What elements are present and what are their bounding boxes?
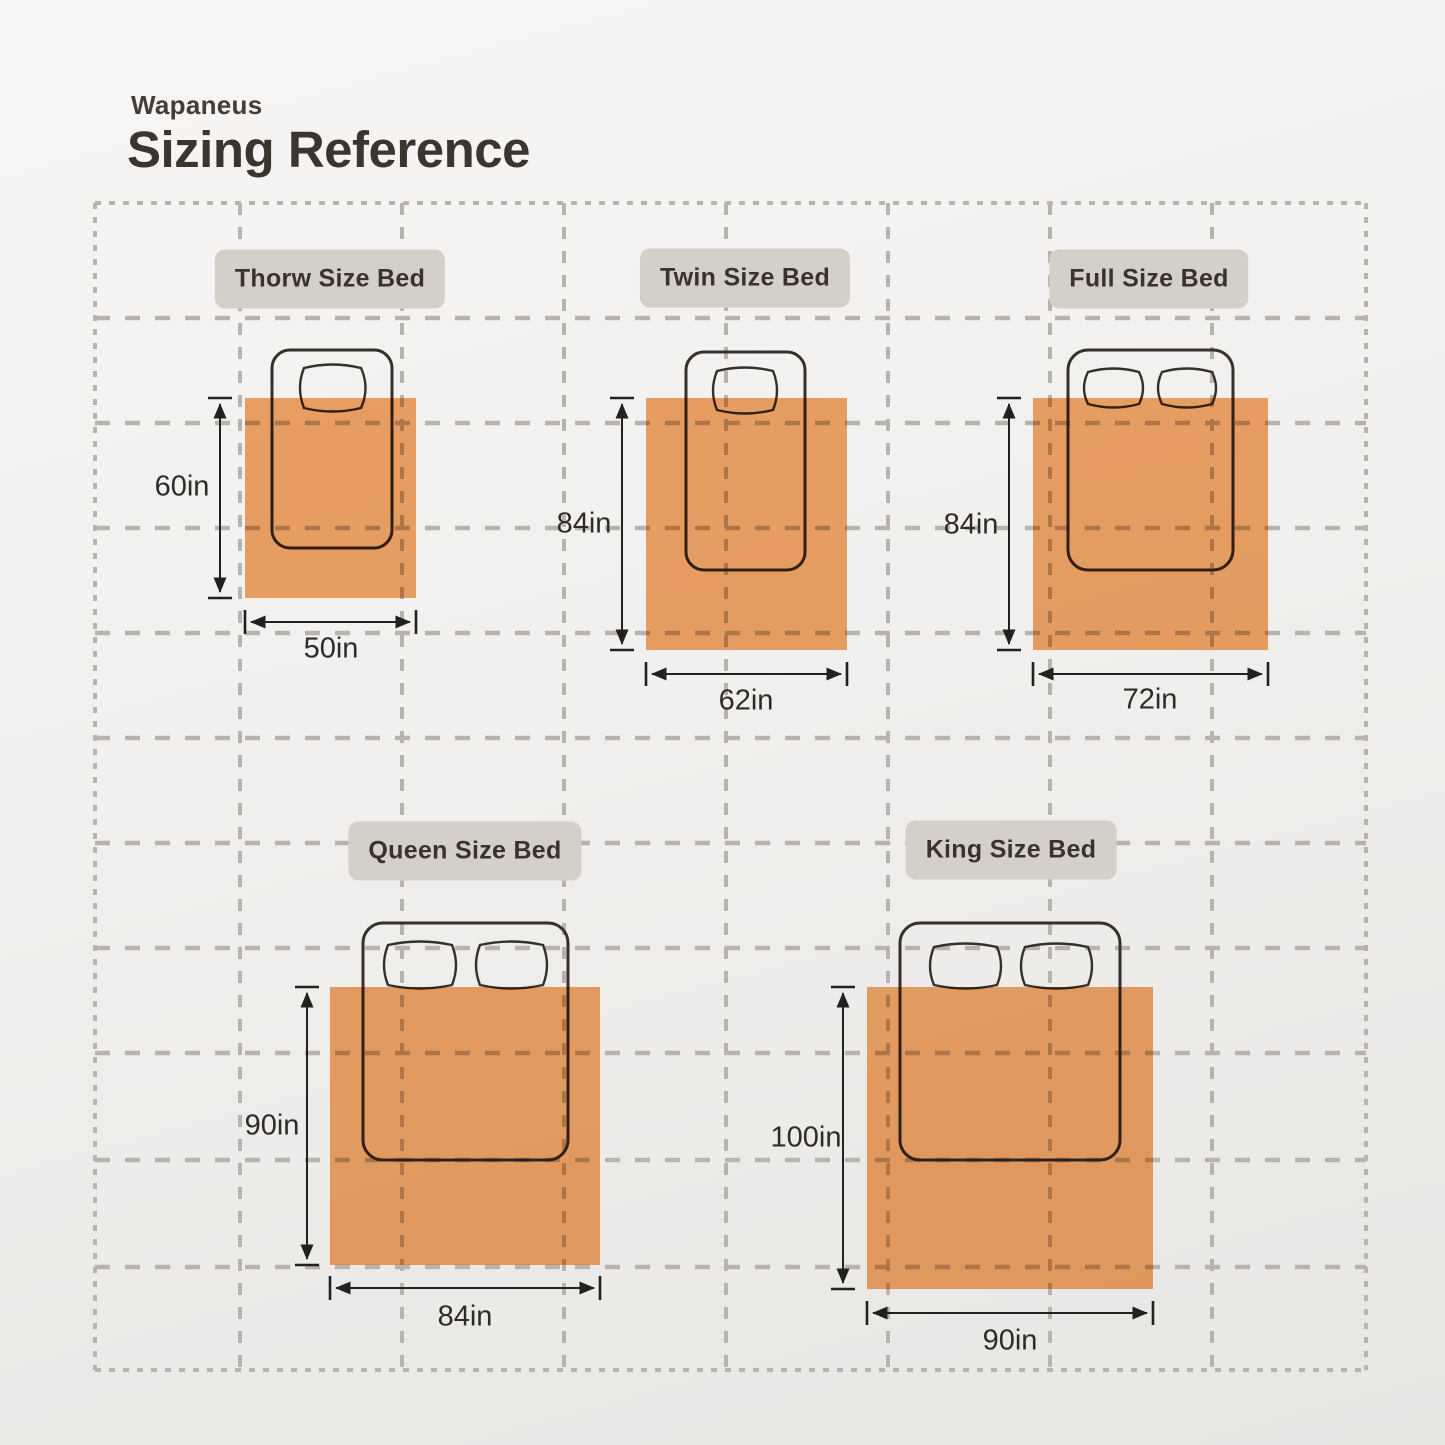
bed-label-queen: Queen Size Bed [348, 821, 582, 881]
blanket-overlay [867, 987, 1153, 1289]
king-length-value: 100in [770, 1121, 842, 1154]
full-width-value: 72in [1122, 683, 1178, 716]
queen-width-value: 84in [437, 1300, 493, 1333]
width-dimension-arrow [865, 1301, 1155, 1325]
grid-lines [93, 201, 1368, 1372]
bed-figure-throw [208, 348, 418, 634]
page-title: Sizing Reference [127, 121, 530, 178]
bed-label-twin: Twin Size Bed [639, 248, 851, 308]
brand-name: Wapaneus [131, 90, 263, 120]
pillow-icon [928, 942, 1003, 990]
bed-label-throw: Thorw Size Bed [214, 249, 446, 309]
pillow-icon [382, 940, 458, 990]
bed-figure-queen [295, 921, 602, 1300]
twin-length-value: 84in [556, 507, 612, 540]
length-dimension-arrow [208, 396, 232, 600]
length-dimension-arrow [831, 985, 855, 1291]
king-width-value: 90in [982, 1324, 1038, 1357]
width-dimension-arrow [243, 610, 418, 634]
bed-label-full: Full Size Bed [1049, 249, 1249, 309]
width-dimension-arrow [644, 662, 849, 686]
queen-length-value: 90in [244, 1109, 300, 1142]
bed-figure-twin [610, 350, 849, 686]
bed-label-king: King Size Bed [905, 820, 1117, 880]
bed-figure-king [831, 921, 1155, 1325]
throw-width-value: 50in [303, 632, 359, 665]
blanket-overlay [330, 987, 600, 1265]
length-dimension-arrow [610, 396, 634, 652]
blanket-overlay [245, 398, 416, 598]
length-dimension-arrow [295, 985, 319, 1267]
blanket-overlay [646, 398, 847, 650]
full-length-value: 84in [943, 508, 999, 541]
throw-length-value: 60in [154, 470, 210, 503]
width-dimension-arrow [328, 1276, 602, 1300]
blanket-overlay [1033, 398, 1268, 650]
width-dimension-arrow [1031, 662, 1270, 686]
length-dimension-arrow [997, 396, 1021, 652]
pillow-icon [1019, 942, 1094, 990]
bed-figure-full [997, 348, 1270, 686]
twin-width-value: 62in [718, 684, 774, 717]
pillow-icon [474, 940, 549, 990]
